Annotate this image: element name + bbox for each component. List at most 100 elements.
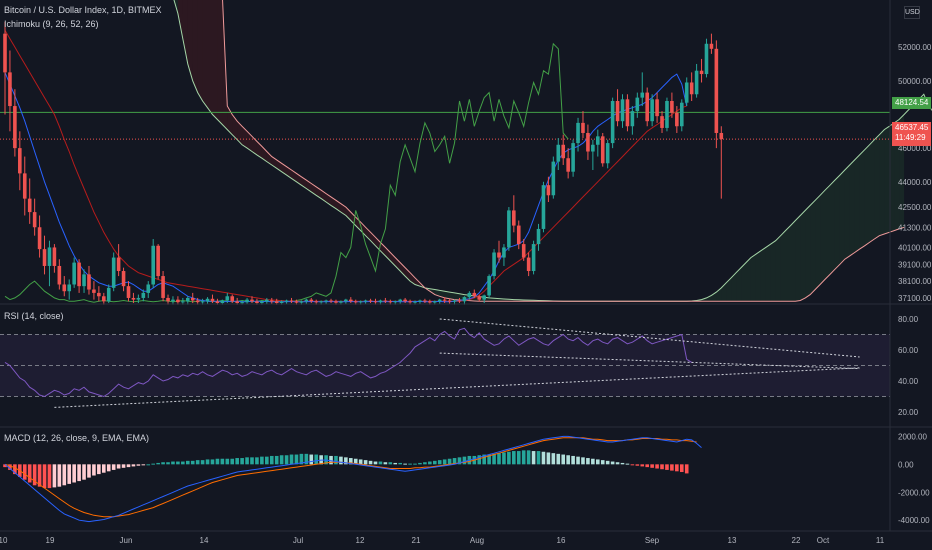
cloud-segment	[252, 136, 257, 155]
time-axis-tick: 16	[557, 536, 566, 545]
candle-body	[42, 249, 47, 266]
candle-body	[571, 143, 575, 172]
macd-histogram-bar	[245, 457, 249, 465]
currency-button[interactable]: USD	[904, 6, 920, 19]
ichimoku-legend[interactable]: Ichimoku (9, 26, 52, 26)	[4, 19, 99, 29]
candle-body	[363, 300, 368, 302]
candle-body	[32, 212, 37, 228]
cloud-segment	[261, 146, 267, 162]
candle-body	[675, 112, 679, 127]
candle-body	[200, 301, 205, 303]
macd-axis-tick: 2000.00	[898, 432, 927, 441]
candle-body	[344, 299, 348, 302]
macd-histogram-bar	[408, 463, 412, 465]
candle-body	[284, 300, 289, 302]
macd-histogram-bar	[492, 453, 496, 465]
candle-body	[230, 296, 235, 302]
macd-histogram-bar	[106, 464, 111, 472]
cloud-segment	[844, 165, 850, 260]
macd-histogram-bar	[195, 460, 200, 465]
candle-body	[151, 245, 155, 285]
macd-histogram-bar	[77, 464, 81, 482]
candle-body	[131, 297, 136, 300]
price-axis-tick: 37100.00	[898, 294, 932, 303]
cloud-segment	[345, 207, 351, 221]
candle-body	[62, 284, 67, 292]
time-axis-tick: Oct	[817, 536, 830, 545]
macd-histogram-bar	[457, 457, 462, 465]
candle-body	[497, 252, 501, 258]
candle-body	[195, 300, 200, 303]
candle-body	[353, 301, 358, 303]
candle-body	[605, 143, 610, 164]
cloud-segment	[232, 114, 238, 140]
macd-histogram-bar	[136, 464, 141, 466]
candle-body	[349, 299, 353, 302]
macd-legend[interactable]: MACD (12, 26, close, 9, EMA, EMA)	[4, 433, 150, 443]
rsi-axis-tick: 20.00	[898, 408, 919, 417]
cloud-segment	[454, 292, 460, 300]
candle-body	[136, 297, 141, 300]
candle-body	[665, 101, 669, 128]
time-axis-tick: 14	[200, 536, 209, 545]
cloud-segment	[775, 235, 781, 302]
candle-body	[77, 262, 81, 287]
candle-body	[516, 225, 521, 245]
cloud-segment	[839, 170, 845, 265]
macd-histogram-bar	[87, 464, 91, 478]
macd-histogram-bar	[452, 458, 457, 465]
candle-body	[97, 292, 101, 297]
candle-body	[502, 247, 506, 258]
candle-body	[477, 296, 482, 300]
cloud-segment	[721, 282, 727, 302]
time-axis-tick: Sep	[645, 536, 660, 545]
macd-histogram-bar	[220, 458, 225, 465]
cloud-segment	[849, 159, 855, 256]
candle-body	[507, 210, 511, 248]
candle-body	[22, 173, 27, 199]
cloud-segment	[894, 119, 900, 231]
macd-histogram-bar	[571, 455, 575, 465]
rsi-legend[interactable]: RSI (14, close)	[4, 311, 64, 321]
time-axis-tick: Jul	[293, 536, 303, 545]
candle-body	[694, 70, 699, 95]
candle-body	[709, 43, 714, 49]
candle-body	[373, 301, 378, 303]
macd-histogram-bar	[349, 458, 353, 465]
macd-axis-tick: 0.00	[898, 460, 914, 469]
macd-histogram-bar	[432, 460, 437, 465]
macd-histogram-bar	[675, 464, 679, 472]
candle-body	[635, 97, 640, 112]
time-axis-tick: 19	[46, 536, 55, 545]
candle-body	[398, 299, 402, 302]
macd-histogram-bar	[487, 454, 491, 465]
candle-body	[699, 70, 704, 75]
cloud-segment	[187, 0, 193, 81]
cloud-segment	[795, 215, 801, 302]
chart-title: Bitcoin / U.S. Dollar Index, 1D, BITMEX	[4, 5, 162, 15]
candle-body	[358, 301, 363, 303]
cloud-segment	[731, 272, 737, 302]
macd-histogram-bar	[531, 451, 536, 465]
candle-body	[181, 301, 185, 303]
candle-body	[161, 276, 165, 298]
candle-body	[531, 244, 536, 272]
macd-histogram-bar	[625, 463, 630, 465]
candle-body	[3, 33, 7, 73]
candle-body	[255, 301, 259, 303]
candle-body	[314, 301, 319, 303]
macd-histogram-bar	[358, 459, 363, 465]
candle-body	[615, 101, 620, 122]
candle-body	[190, 297, 195, 301]
candle-body	[339, 301, 343, 303]
candle-body	[240, 302, 244, 304]
cloud-segment	[415, 277, 420, 287]
candle-body	[630, 111, 635, 127]
macd-histogram-bar	[141, 464, 146, 466]
cloud-segment	[741, 262, 746, 302]
cloud-segment	[365, 227, 371, 241]
cloud-segment	[706, 295, 712, 302]
macd-histogram-bar	[373, 461, 378, 465]
macd-histogram-bar	[442, 459, 447, 465]
